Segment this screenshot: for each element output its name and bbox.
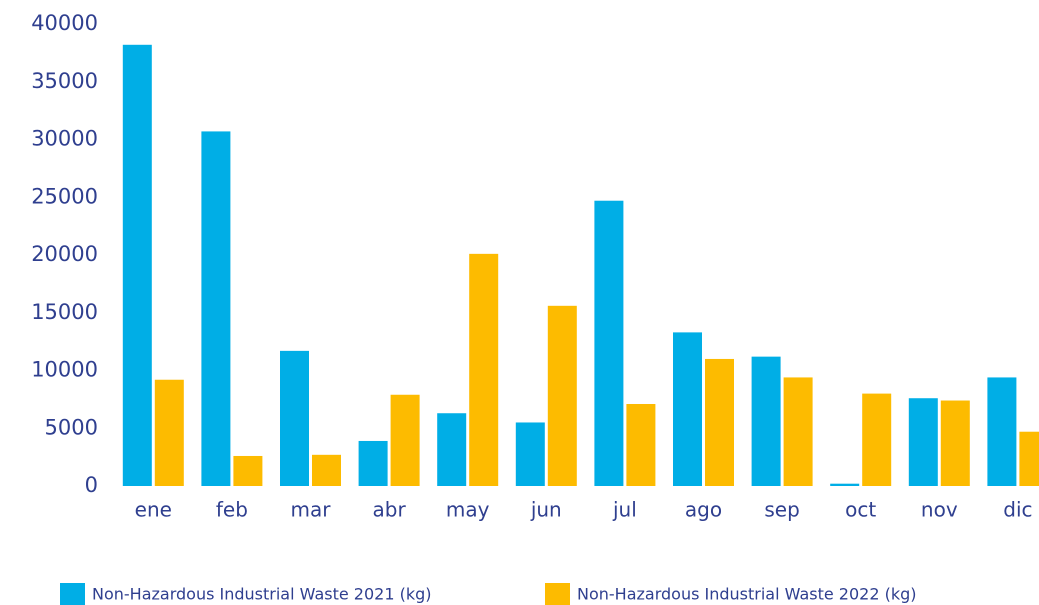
x-tick-label: mar xyxy=(291,498,332,522)
bar xyxy=(673,332,702,486)
x-tick-label: jul xyxy=(612,498,637,522)
y-tick-label: 15000 xyxy=(31,300,98,324)
x-tick-label: may xyxy=(446,498,490,522)
bar xyxy=(358,440,388,486)
y-tick-label: 5000 xyxy=(45,415,98,439)
y-tick-label: 25000 xyxy=(31,184,98,208)
x-tick-label: abr xyxy=(373,498,407,522)
bar xyxy=(751,356,781,486)
bar xyxy=(280,350,309,486)
legend-label: Non-Hazardous Industrial Waste 2021 (kg) xyxy=(92,585,432,604)
x-tick-label: ene xyxy=(135,498,172,522)
x-tick-label: ago xyxy=(685,498,722,522)
x-tick-label: dic xyxy=(1003,498,1032,522)
legend-label: Non-Hazardous Industrial Waste 2022 (kg) xyxy=(577,585,917,604)
x-tick-label: sep xyxy=(764,498,799,522)
bar xyxy=(515,422,545,486)
y-tick-label: 40000 xyxy=(31,11,98,35)
bar xyxy=(594,200,624,486)
bar xyxy=(626,403,656,486)
bar xyxy=(987,377,1017,486)
bar xyxy=(469,253,499,486)
bar xyxy=(201,131,231,487)
bar xyxy=(862,393,892,486)
legend-swatch xyxy=(60,583,85,605)
y-tick-label: 35000 xyxy=(31,69,98,93)
y-tick-label: 10000 xyxy=(31,358,98,382)
x-tick-label: nov xyxy=(921,498,958,522)
bar xyxy=(547,305,577,486)
bar xyxy=(783,377,813,486)
y-tick-label: 0 xyxy=(85,473,98,497)
bar xyxy=(437,413,467,486)
bar xyxy=(390,394,420,486)
x-tick-label: feb xyxy=(216,498,248,522)
bar xyxy=(940,400,970,486)
bar xyxy=(312,454,341,486)
bar xyxy=(830,483,860,486)
bar xyxy=(154,379,184,486)
legend-swatch xyxy=(545,583,570,605)
bar xyxy=(233,455,263,486)
x-tick-label: jun xyxy=(530,498,562,522)
bar xyxy=(908,398,938,486)
y-tick-label: 20000 xyxy=(31,242,98,266)
x-tick-label: oct xyxy=(845,498,876,522)
bar xyxy=(122,44,152,486)
y-tick-label: 30000 xyxy=(31,127,98,151)
bar xyxy=(1019,431,1039,486)
bar xyxy=(705,358,734,486)
